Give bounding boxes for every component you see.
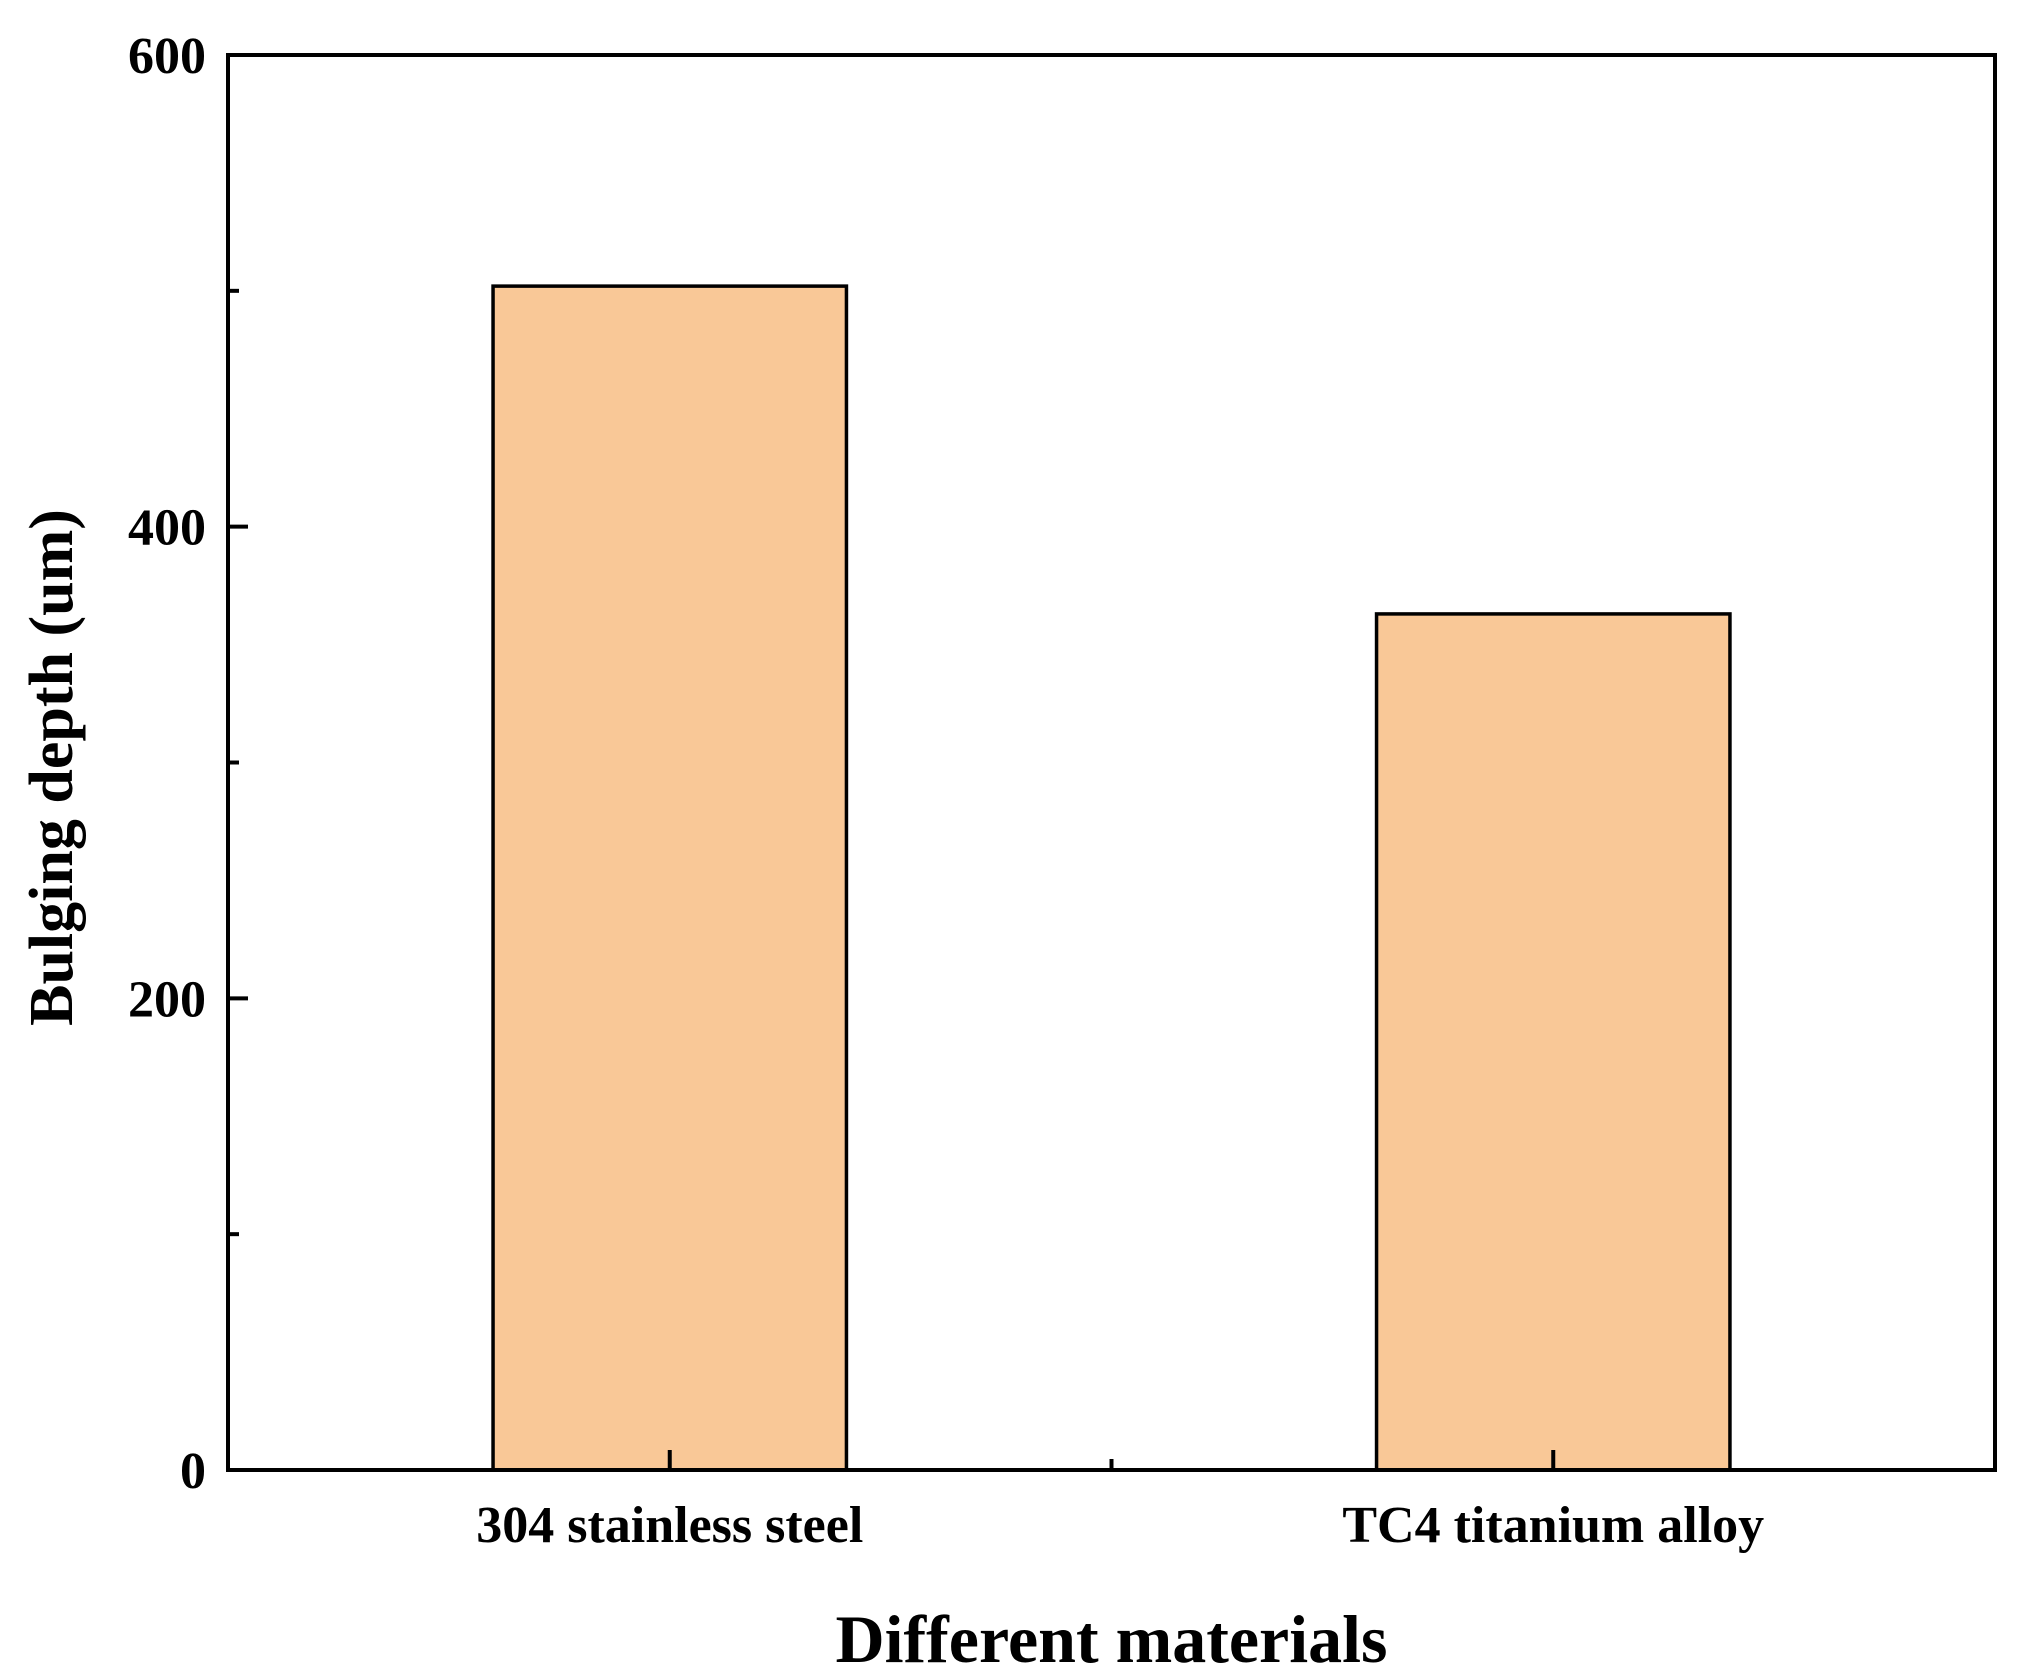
bar-1	[491, 284, 849, 1472]
ticks-group	[228, 53, 1556, 1472]
y-tick-label-4: 600	[128, 28, 206, 85]
y-tick-label-3: 400	[128, 500, 206, 557]
bars-group	[491, 284, 1732, 1472]
x-axis-title: Different materials	[836, 1601, 1388, 1677]
y-tick-label-2: 200	[128, 971, 206, 1028]
y-tick-label-1: 0	[180, 1443, 206, 1500]
y-axis-title: Bulging depth (um)	[18, 509, 86, 1026]
x-tick-label-2: TC4 titanium alloy	[1342, 1497, 1764, 1554]
plot-frame	[226, 53, 1997, 1472]
x-tick-label-1: 304 stainless steel	[476, 1497, 863, 1554]
tick-labels-group: 0 200 400 600 304 stainless steel TC4 titaniu…	[128, 28, 1764, 1554]
bar-2	[1374, 612, 1732, 1472]
